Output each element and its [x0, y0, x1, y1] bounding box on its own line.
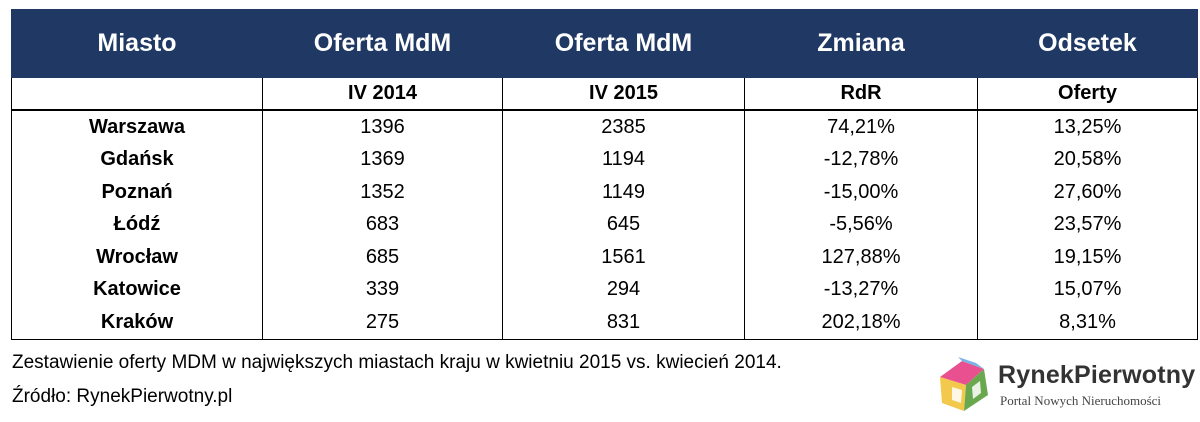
offer-2015-cell: 2385 — [502, 110, 745, 144]
subheader-row: IV 2014 IV 2015 RdR Oferty — [11, 77, 1198, 111]
brand-name: RynekPierwotny — [998, 361, 1196, 389]
offer-2015-cell: 831 — [502, 306, 745, 340]
change-cell: -12,78% — [744, 143, 978, 176]
subheader-offer-2015: IV 2015 — [502, 77, 745, 111]
header-offer-2015: Oferta MdM — [502, 9, 745, 78]
share-cell: 20,58% — [977, 143, 1198, 176]
header-change: Zmiana — [744, 9, 978, 78]
subheader-share: Oferty — [977, 77, 1198, 111]
city-cell: Wrocław — [11, 241, 263, 274]
offer-2014-cell: 683 — [262, 208, 503, 241]
change-cell: 127,88% — [744, 241, 978, 274]
table-row: Poznań 1352 1149 -15,00% 27,60% — [11, 176, 1198, 209]
table-row: Warszawa 1396 2385 74,21% 13,25% — [11, 110, 1198, 144]
change-cell: 74,21% — [744, 110, 978, 144]
city-cell: Gdańsk — [11, 143, 263, 176]
city-cell: Poznań — [11, 176, 263, 209]
offer-2014-cell: 1396 — [262, 110, 503, 144]
city-cell: Kraków — [11, 306, 263, 340]
header-row: Miasto Oferta MdM Oferta MdM Zmiana Odse… — [11, 9, 1198, 78]
table-row: Katowice 339 294 -13,27% 15,07% — [11, 273, 1198, 306]
share-cell: 8,31% — [977, 306, 1198, 340]
offer-2014-cell: 1352 — [262, 176, 503, 209]
offer-2015-cell: 645 — [502, 208, 745, 241]
city-cell: Katowice — [11, 273, 263, 306]
table-row: Łódź 683 645 -5,56% 23,57% — [11, 208, 1198, 241]
share-cell: 19,15% — [977, 241, 1198, 274]
share-cell: 27,60% — [977, 176, 1198, 209]
change-cell: -5,56% — [744, 208, 978, 241]
table-row: Wrocław 685 1561 127,88% 19,15% — [11, 241, 1198, 274]
data-table: Miasto Oferta MdM Oferta MdM Zmiana Odse… — [11, 9, 1198, 340]
offer-2015-cell: 294 — [502, 273, 745, 306]
change-cell: -15,00% — [744, 176, 978, 209]
header-city: Miasto — [11, 9, 263, 78]
subheader-offer-2014: IV 2014 — [262, 77, 503, 111]
table-row: Gdańsk 1369 1194 -12,78% 20,58% — [11, 143, 1198, 176]
header-offer-2014: Oferta MdM — [262, 9, 503, 78]
offer-2015-cell: 1561 — [502, 241, 745, 274]
header-share: Odsetek — [977, 9, 1198, 78]
subheader-change: RdR — [744, 77, 978, 111]
share-cell: 23,57% — [977, 208, 1198, 241]
change-cell: 202,18% — [744, 306, 978, 340]
offer-2014-cell: 1369 — [262, 143, 503, 176]
offer-2014-cell: 275 — [262, 306, 503, 340]
table-row: Kraków 275 831 202,18% 8,31% — [11, 306, 1198, 340]
city-cell: Łódź — [11, 208, 263, 241]
offer-2015-cell: 1149 — [502, 176, 745, 209]
source-note: Źródło: RynekPierwotny.pl — [12, 386, 233, 407]
table-caption: Zestawienie oferty MDM w największych mi… — [12, 352, 782, 373]
offer-2014-cell: 685 — [262, 241, 503, 274]
city-cell: Warszawa — [11, 110, 263, 144]
subheader-city — [11, 77, 263, 111]
change-cell: -13,27% — [744, 273, 978, 306]
offer-2015-cell: 1194 — [502, 143, 745, 176]
offer-2014-cell: 339 — [262, 273, 503, 306]
brand-tagline: Portal Nowych Nieruchomości — [1000, 393, 1162, 408]
brand-logo: RynekPierwotny Portal Nowych Nieruchomoś… — [936, 357, 1198, 415]
share-cell: 15,07% — [977, 273, 1198, 306]
house-logo-icon — [940, 357, 988, 411]
share-cell: 13,25% — [977, 110, 1198, 144]
